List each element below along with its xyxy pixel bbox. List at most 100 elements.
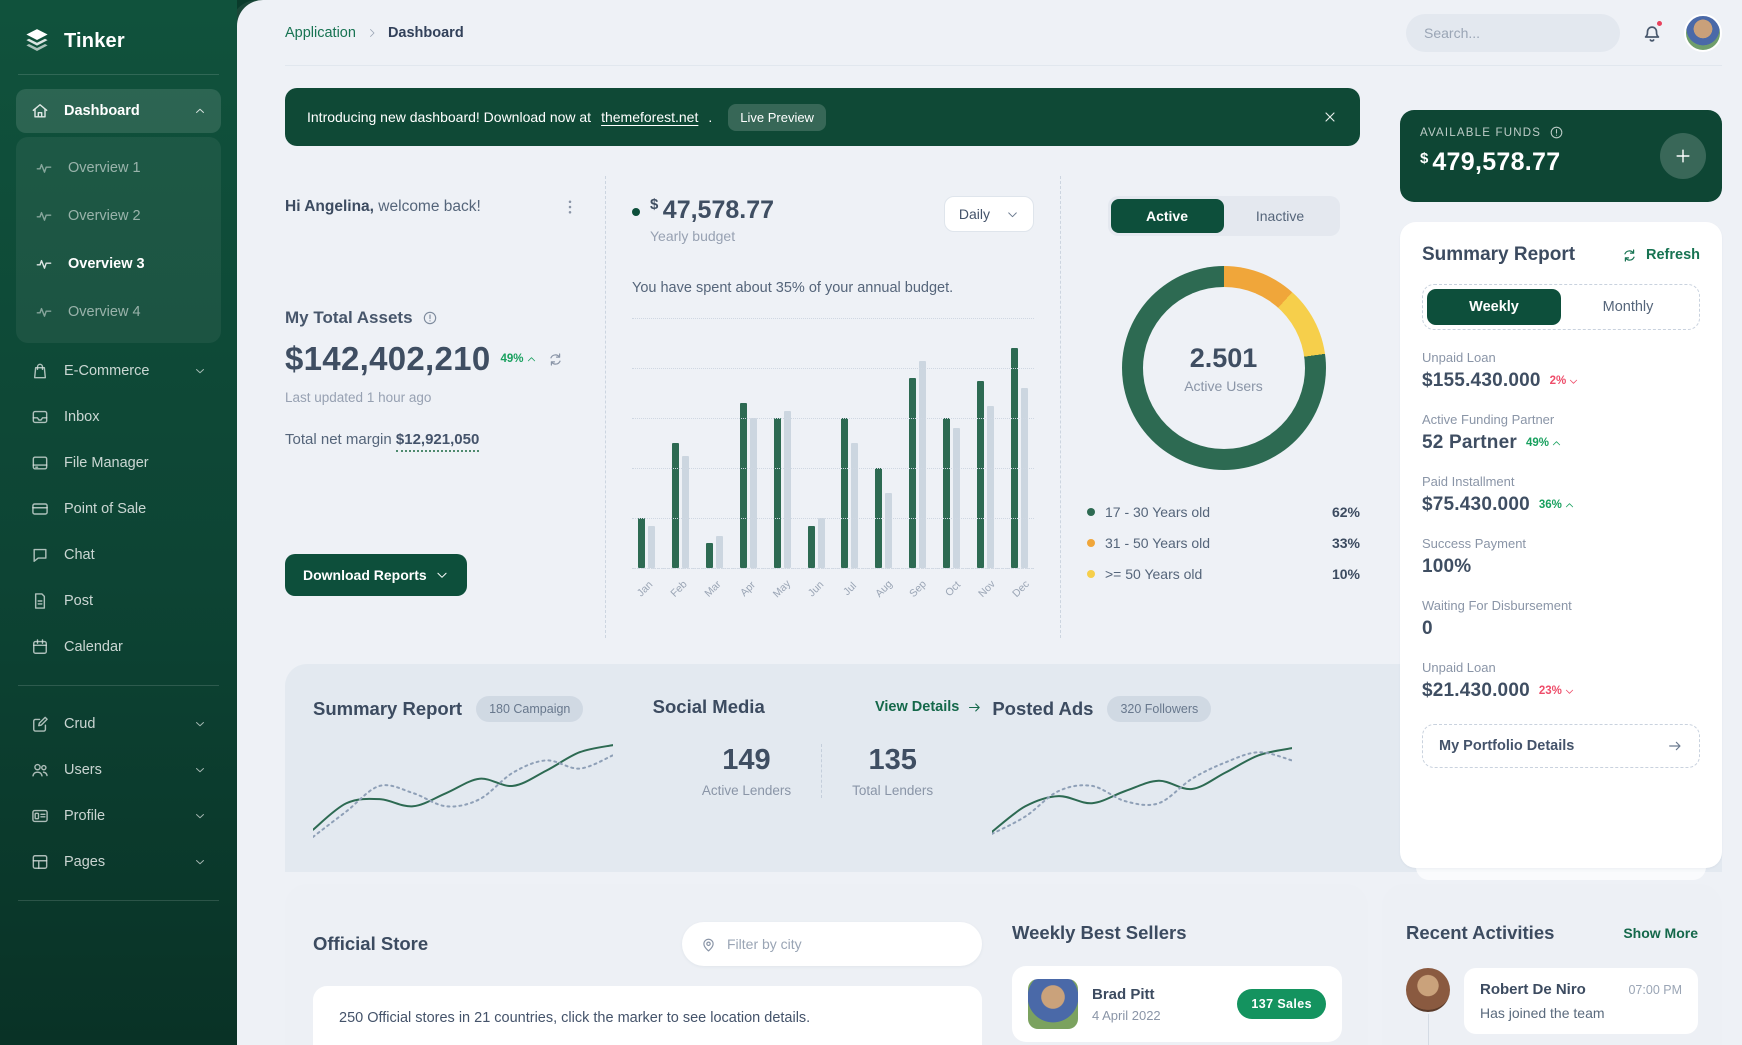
download-reports-button[interactable]: Download Reports (285, 554, 467, 596)
bar-group-oct[interactable] (943, 318, 961, 568)
inbox-icon (32, 410, 48, 424)
funds-currency: $ (1420, 150, 1429, 167)
chart-gridline (632, 518, 1034, 519)
user-avatar[interactable] (1684, 13, 1722, 52)
bottom-row: Official Store 250 Official stores in 21… (285, 884, 1722, 1045)
location-pin-icon (703, 938, 714, 951)
bar-group-jan[interactable] (638, 318, 655, 568)
month-label: Nov (975, 578, 998, 600)
breadcrumb-dashboard: Dashboard (387, 24, 464, 41)
net-margin-link[interactable]: $12,921,050 (395, 431, 480, 452)
tab-active[interactable]: Active (1110, 199, 1224, 233)
bar-spent (977, 380, 985, 568)
layout-icon (32, 855, 48, 869)
sidebar-item-dashboard[interactable]: Dashboard (16, 89, 221, 133)
sidebar-item-calendar[interactable]: Calendar (16, 625, 221, 669)
add-funds-button[interactable] (1660, 133, 1706, 179)
month-label: Feb (668, 578, 690, 600)
posted-ads-title: Posted Ads (992, 698, 1094, 719)
tab-inactive[interactable]: Inactive (1255, 208, 1305, 224)
sidebar-item-e-commerce[interactable]: E-Commerce (16, 349, 221, 393)
followers-badge: 320 Followers (1107, 696, 1212, 722)
bar-group-sep[interactable] (909, 318, 927, 568)
seller-card[interactable]: Brad Pitt 4 April 2022 137 Sales (1012, 966, 1342, 1042)
bar-group-may[interactable] (773, 318, 791, 568)
brand[interactable]: Tinker (16, 18, 221, 72)
search-box (1406, 13, 1620, 52)
legend-dot-icon (1087, 508, 1095, 516)
bar-budget (919, 360, 927, 568)
sidebar-item-crud[interactable]: Crud (16, 702, 221, 746)
bar-group-nov[interactable] (977, 318, 995, 568)
active-users-total: 2.501 (1189, 342, 1258, 373)
banner-link[interactable]: themeforest.net (601, 109, 699, 125)
sidebar-item-overview-1[interactable]: Overview 1 (22, 145, 215, 191)
search-input[interactable] (1424, 24, 1605, 41)
welcome-message: Hi Angelina, welcome back! (285, 198, 481, 215)
chevron-down-icon (1570, 379, 1578, 384)
stat-paid-installment: Paid Installment $75.430.000 36% (1422, 474, 1700, 516)
filter-city-input[interactable] (727, 936, 964, 952)
legend-value: 62% (1331, 504, 1360, 520)
live-preview-button[interactable]: Live Preview (728, 103, 826, 131)
activity-card[interactable]: Robert De Niro 07:00 PM Has joined the t… (1464, 968, 1698, 1034)
bar-group-dec[interactable] (1010, 318, 1028, 568)
sidebar-item-post[interactable]: Post (16, 579, 221, 623)
tab-weekly[interactable]: Weekly (1427, 289, 1561, 325)
sidebar-item-chat[interactable]: Chat (16, 533, 221, 577)
right-column: Available Funds $ 479,578.77 Summary Rep… (1400, 110, 1722, 880)
show-more-link[interactable]: Show More (1623, 925, 1698, 941)
close-icon[interactable] (1322, 109, 1338, 125)
portfolio-details-button[interactable]: My Portfolio Details (1422, 724, 1700, 768)
calendar-icon (33, 639, 47, 654)
sidebar-item-inbox[interactable]: Inbox (16, 395, 221, 439)
chevdown-icon (196, 768, 204, 773)
bar-group-jun[interactable] (807, 318, 825, 568)
official-store-title: Official Store (313, 933, 429, 954)
sidebar-item-profile[interactable]: Profile (16, 794, 221, 838)
refresh-icon[interactable] (547, 351, 564, 368)
brand-name: Tinker (64, 29, 125, 52)
view-details-link[interactable]: View Details (875, 699, 982, 715)
info-icon[interactable] (422, 310, 438, 326)
chevdown-icon (196, 860, 204, 865)
store-description: 250 Official stores in 21 countries, cli… (339, 1010, 811, 1026)
bar-spent (671, 443, 679, 568)
band-posted-ads: Posted Ads 320 Followers (991, 696, 1322, 872)
pulse-icon (36, 307, 52, 317)
sidebar-item-file-manager[interactable]: File Manager (16, 441, 221, 485)
weekly-monthly-toggle: Weekly Monthly (1422, 284, 1700, 330)
sidebar-item-overview-4[interactable]: Overview 4 (22, 289, 215, 335)
info-icon[interactable] (1549, 125, 1564, 140)
refresh-button[interactable]: Refresh (1621, 247, 1700, 264)
posted-ads-sparkline-chart (991, 747, 1294, 835)
chevron-up-icon (1565, 502, 1574, 507)
seller-name: Brad Pitt (1092, 985, 1155, 1003)
bar-group-aug[interactable] (875, 318, 893, 568)
period-select[interactable]: Daily (943, 196, 1034, 232)
sidebar-item-overview-3[interactable]: Overview 3 (22, 241, 215, 287)
bar-group-jul[interactable] (841, 318, 859, 568)
breadcrumb-application[interactable]: Application (285, 24, 356, 41)
available-funds-card: Available Funds $ 479,578.77 (1400, 110, 1722, 202)
bar-group-apr[interactable] (739, 318, 757, 568)
sidebar-divider (18, 900, 219, 901)
tab-monthly[interactable]: Monthly (1602, 299, 1654, 315)
sidebar-divider (18, 74, 219, 75)
sidebar-item-users[interactable]: Users (16, 748, 221, 792)
bar-group-mar[interactable] (705, 318, 723, 568)
notifications-button[interactable] (1640, 18, 1664, 45)
sidebar-item-point-of-sale[interactable]: Point of Sale (16, 487, 221, 531)
available-funds-label: Available Funds (1420, 126, 1542, 139)
sidebar-item-overview-2[interactable]: Overview 2 (22, 193, 215, 239)
weekly-best-sellers-title: Weekly Best Sellers (1012, 922, 1187, 943)
month-label: Oct (942, 578, 963, 600)
sidebar-item-pages[interactable]: Pages (16, 840, 221, 884)
legend-dot-icon (1087, 570, 1095, 578)
active-inactive-toggle: Active Inactive (1107, 196, 1340, 236)
budget-dot-icon (632, 208, 640, 216)
total-assets-label: My Total Assets (285, 308, 413, 327)
bar-group-feb[interactable] (671, 318, 689, 568)
kebab-menu-icon[interactable] (561, 198, 579, 216)
chart-gridline (632, 568, 1034, 569)
